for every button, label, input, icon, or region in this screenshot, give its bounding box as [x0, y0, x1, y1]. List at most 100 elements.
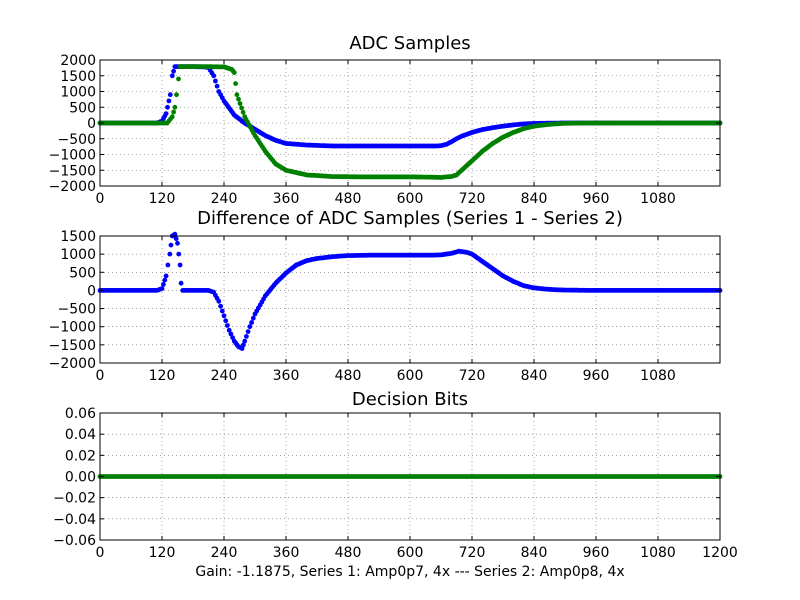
- data-point: [250, 315, 256, 321]
- y-tick-label: −1000: [49, 148, 96, 164]
- x-tick-label: 600: [397, 545, 424, 561]
- y-tick-label: 500: [69, 100, 96, 116]
- x-tick-label: 960: [583, 368, 610, 384]
- data-point: [176, 76, 181, 82]
- y-tick-label: 0.04: [65, 427, 96, 443]
- y-tick-label: 2000: [60, 53, 96, 69]
- data-point: [218, 303, 224, 309]
- y-tick-label: −500: [58, 302, 96, 318]
- data-point: [169, 114, 175, 120]
- y-tick-label: 500: [69, 265, 96, 281]
- x-tick-label: 840: [521, 191, 548, 207]
- data-point: [249, 320, 255, 325]
- data-point: [172, 231, 178, 237]
- series-1: [97, 231, 723, 351]
- x-tick-label: 1080: [640, 368, 676, 384]
- y-tick-label: −1000: [49, 320, 96, 336]
- x-tick-label: 840: [521, 545, 548, 561]
- data-point: [242, 338, 248, 344]
- data-point: [216, 298, 222, 304]
- data-point: [236, 96, 241, 102]
- y-tick-label: −2000: [49, 179, 96, 195]
- y-tick-label: 0.02: [65, 448, 96, 464]
- data-point: [247, 324, 253, 330]
- x-tick-label: 480: [335, 191, 362, 207]
- y-tick-label: 1000: [60, 85, 96, 101]
- x-tick-label: 120: [149, 191, 176, 207]
- data-point: [213, 78, 218, 84]
- data-point: [171, 68, 177, 74]
- x-tick-label: 240: [211, 368, 238, 384]
- data-point: [233, 81, 239, 86]
- data-point: [211, 73, 217, 79]
- adc-samples-panel: ADC Samples 0 120 240 360 480 600 720 840 960 108…: [49, 33, 723, 207]
- data-point: [168, 242, 174, 248]
- data-point: [165, 262, 171, 268]
- y-tick-label: 0.00: [65, 470, 96, 486]
- data-point: [240, 109, 246, 115]
- x-tick-label: 480: [335, 368, 362, 384]
- data-point: [228, 331, 234, 337]
- x-tick-label: 0: [96, 191, 105, 207]
- data-point: [237, 101, 243, 106]
- data-point: [162, 277, 168, 283]
- data-point: [219, 308, 225, 314]
- y-tick-label: −0.02: [53, 491, 96, 507]
- y-tick-label: 0: [87, 283, 96, 299]
- chart-title: Decision Bits: [352, 389, 468, 410]
- x-tick-label: 840: [521, 368, 548, 384]
- y-tick-label: 1500: [60, 229, 96, 245]
- y-tick-label: −0.04: [53, 512, 96, 528]
- series-1: [97, 474, 723, 479]
- x-tick-label: 480: [335, 545, 362, 561]
- data-point: [225, 323, 230, 328]
- x-tick-label: 720: [459, 191, 486, 207]
- y-tick-label: −2000: [49, 356, 96, 372]
- data-point: [230, 335, 236, 340]
- data-point: [165, 104, 170, 110]
- x-tick-label: 960: [583, 191, 610, 207]
- figure-x-axis-label: Gain: -1.1875, Series 1: Amp0p7, 4x --- …: [195, 564, 624, 580]
- data-point: [226, 327, 232, 333]
- y-tick-label: −500: [58, 132, 96, 148]
- data-point: [244, 334, 249, 339]
- data-point: [166, 98, 172, 104]
- y-tick-label: −1500: [49, 163, 96, 179]
- data-point: [177, 262, 183, 268]
- data-point: [234, 92, 240, 98]
- data-point: [173, 236, 179, 242]
- x-tick-label: 240: [211, 545, 238, 561]
- difference-panel: Difference of ADC Samples (Series 1 - Se…: [49, 208, 723, 384]
- data-point: [161, 282, 166, 287]
- chart-title: Difference of ADC Samples (Series 1 - Se…: [197, 208, 623, 229]
- y-tick-label: 0.06: [65, 406, 96, 422]
- data-point: [171, 109, 177, 115]
- data-point: [163, 111, 169, 116]
- data-point: [178, 280, 184, 286]
- x-tick-label: 720: [459, 368, 486, 384]
- data-point: [175, 240, 180, 246]
- data-point: [176, 251, 182, 257]
- data-point: [163, 273, 169, 279]
- x-tick-label: 1080: [640, 545, 676, 561]
- x-tick-label: 0: [96, 545, 105, 561]
- y-tick-label: −0.06: [53, 533, 96, 549]
- chart-title: ADC Samples: [349, 33, 470, 54]
- data-point: [231, 70, 237, 75]
- data-point: [221, 313, 227, 319]
- y-tick-label: 0: [87, 116, 96, 132]
- x-tick-label: 120: [149, 545, 176, 561]
- data-point: [214, 83, 220, 89]
- y-tick-label: 1000: [60, 247, 96, 263]
- data-point: [239, 105, 245, 111]
- x-tick-label: 720: [459, 545, 486, 561]
- data-point: [245, 329, 251, 334]
- data-point: [239, 346, 245, 351]
- x-tick-label: 600: [397, 368, 424, 384]
- x-tick-label: 360: [273, 368, 300, 384]
- x-tick-label: 960: [583, 545, 610, 561]
- data-point: [159, 286, 165, 291]
- data-point: [174, 92, 179, 98]
- data-point: [241, 342, 246, 348]
